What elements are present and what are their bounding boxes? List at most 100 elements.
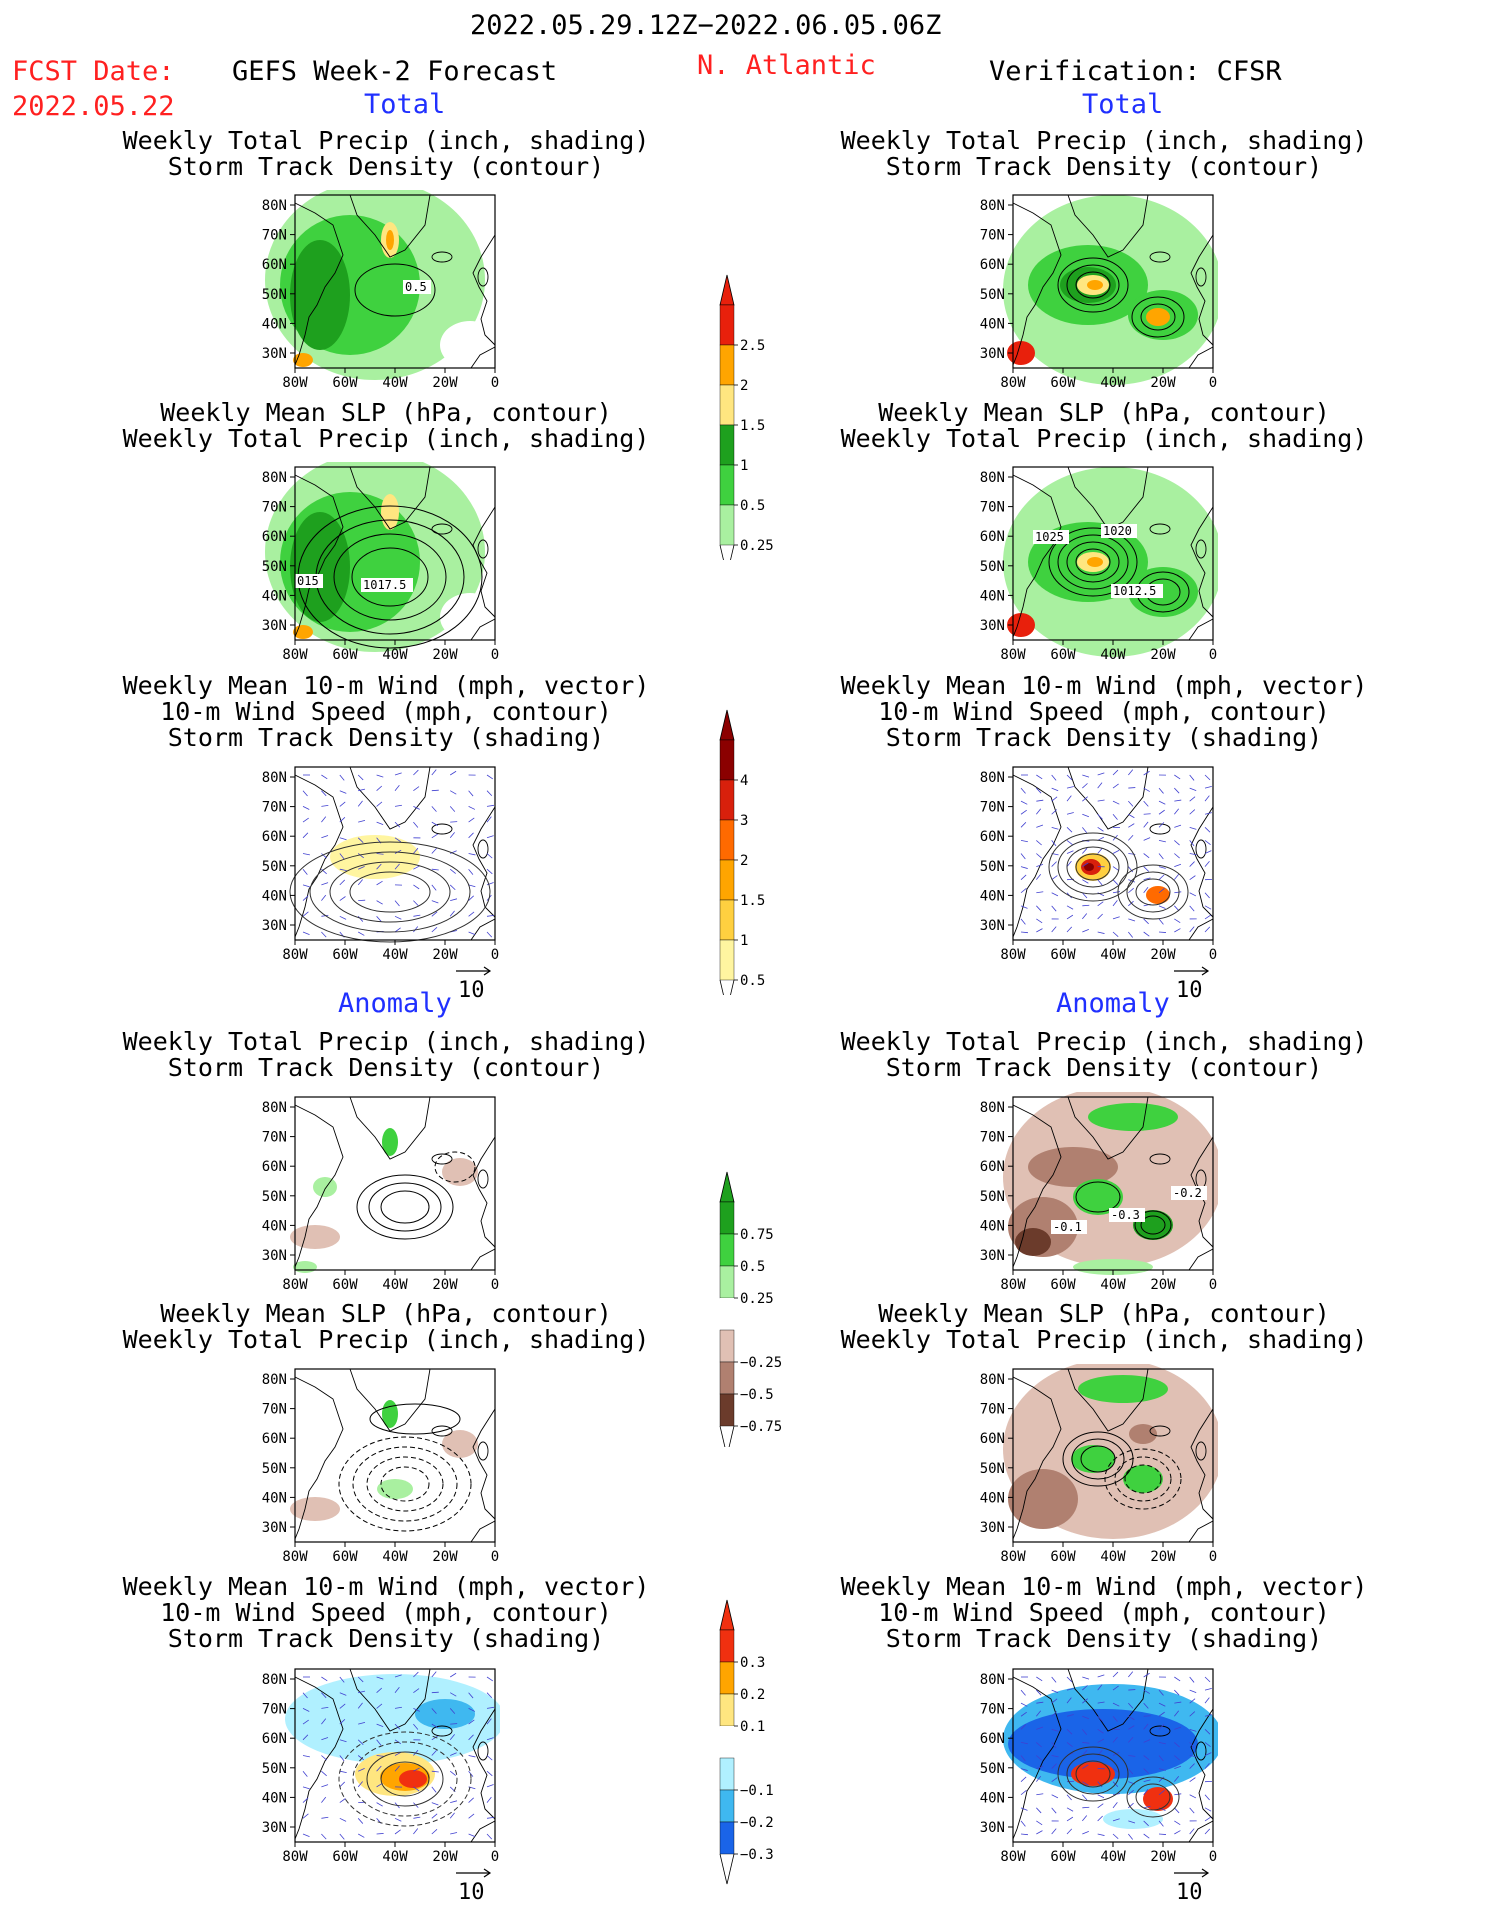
slp-contour xyxy=(1075,548,1111,576)
colorbar-box xyxy=(719,1629,735,1663)
wind-vector xyxy=(1020,853,1026,860)
lon-label: 20W xyxy=(1150,947,1176,962)
wind-vector xyxy=(376,1703,383,1709)
colorbar-label: 2 xyxy=(740,853,748,869)
wind-vector xyxy=(321,835,329,839)
wind-vector xyxy=(1051,905,1057,912)
lon-label: 20W xyxy=(432,1549,458,1564)
wind-vector xyxy=(1020,1820,1026,1827)
wind-vector xyxy=(1051,826,1059,830)
lon-label: 60W xyxy=(332,1849,358,1864)
wind-vector xyxy=(1082,862,1089,867)
wind-vector xyxy=(302,1719,309,1725)
wind-vector xyxy=(302,1833,310,1837)
contour-label-bg xyxy=(1051,1220,1087,1234)
wind-vector xyxy=(1112,891,1120,894)
wind-vector xyxy=(1128,800,1134,807)
wind-vector xyxy=(450,1752,457,1756)
wind-vector xyxy=(1204,892,1210,899)
wind-vector xyxy=(1036,1710,1042,1717)
colorbar-box xyxy=(719,304,735,346)
colorbar-box xyxy=(719,1821,735,1855)
colorbar-label: 0.1 xyxy=(740,1719,765,1735)
greenland-coast xyxy=(1067,766,1149,830)
lon-label: 20W xyxy=(432,647,458,662)
greenland-coast xyxy=(349,1368,431,1432)
british-isles-coast xyxy=(477,539,489,559)
wind-speed-contour xyxy=(329,861,451,923)
wind-vector xyxy=(413,1723,419,1730)
slp-anom-contour-neg xyxy=(1104,1448,1182,1510)
lon-label: 60W xyxy=(332,1549,358,1564)
colorbar-top-arrow xyxy=(719,1171,735,1203)
lon-label: 60W xyxy=(1050,1277,1076,1292)
africa-coast xyxy=(470,1248,496,1271)
wind-vector xyxy=(1174,787,1180,794)
wind-vector xyxy=(394,1674,402,1678)
colorbar-label: −0.2 xyxy=(740,1815,774,1831)
wind-vector xyxy=(1066,827,1073,833)
colorbar-box xyxy=(719,504,735,546)
lat-label: 40N xyxy=(980,888,1005,904)
wind-vector xyxy=(1174,1755,1180,1761)
wind-vector xyxy=(1189,853,1197,856)
wind-vector xyxy=(1036,1742,1042,1748)
wind-vector xyxy=(468,1833,476,1838)
lon-label: 80W xyxy=(282,1849,308,1864)
precip-anom-negative xyxy=(290,1225,340,1249)
wind-vector xyxy=(1097,1715,1103,1722)
wind-vector xyxy=(431,769,437,776)
lat-label: 50N xyxy=(262,1761,287,1777)
wind-vector xyxy=(431,868,439,871)
wind-vector xyxy=(376,1739,382,1746)
wind-vector xyxy=(1143,1689,1150,1694)
wind-speed-contour xyxy=(1048,832,1138,902)
left-total-label: Total xyxy=(364,89,446,120)
wind-vector xyxy=(1066,1697,1072,1704)
wind-vector xyxy=(1112,1768,1119,1773)
wind-vector xyxy=(394,772,402,776)
lon-label: 80W xyxy=(282,947,308,962)
wind-vector xyxy=(1189,1676,1195,1683)
lon-label: 40W xyxy=(382,1549,408,1564)
wind-vector xyxy=(339,1817,347,1822)
wind-vector xyxy=(1066,914,1074,920)
wind-vector xyxy=(1051,787,1059,792)
lat-label: 60N xyxy=(980,529,1005,545)
wind-vector xyxy=(1143,1805,1151,1809)
wind-vector xyxy=(1158,1711,1165,1717)
slp-anom-contour-neg xyxy=(1114,1456,1172,1502)
lat-label: 80N xyxy=(262,1100,287,1116)
precip-sw-extreme xyxy=(1007,613,1035,637)
wind-vector xyxy=(1036,863,1044,867)
slp-contour xyxy=(1048,527,1138,597)
wind-vector xyxy=(431,911,438,917)
wind-vector xyxy=(1174,840,1180,846)
map-ver-slp-precip: 1025 1020 1012.5 80N 70N 60N 50N 40N 30N 80W 60W 40… xyxy=(980,466,1218,662)
colorbar-box xyxy=(719,739,735,781)
lon-label: 60W xyxy=(332,947,358,962)
left-column-title: GEFS Week-2 Forecast xyxy=(232,56,558,87)
europe-coast xyxy=(472,806,496,918)
wind-vector xyxy=(1158,822,1165,828)
wind-vector xyxy=(339,1676,345,1683)
greenland-coast xyxy=(1067,1368,1149,1432)
wind-vector xyxy=(1066,1742,1073,1748)
wind-vector xyxy=(1066,1676,1073,1683)
wind-vector xyxy=(302,1813,309,1819)
lon-label: 0 xyxy=(1209,647,1217,662)
panel-title-fcst-precip-anom: Weekly Total Precip (inch, shading) Storm… xyxy=(122,1027,650,1082)
wind-speed-contour xyxy=(289,841,491,943)
wind-vector xyxy=(413,821,419,828)
wind-vector xyxy=(468,1692,474,1699)
wind-vector xyxy=(431,1802,439,1806)
wind-vector xyxy=(1082,796,1088,802)
wind-vector xyxy=(1036,1793,1044,1796)
colorbar-box xyxy=(719,464,735,506)
lon-label: 40W xyxy=(382,375,408,390)
wind-vector xyxy=(1036,824,1044,828)
wind-vector xyxy=(1204,1794,1210,1801)
wind-vector xyxy=(1020,1711,1027,1717)
wind-vector xyxy=(486,1816,494,1819)
lat-label: 80N xyxy=(980,770,1005,786)
